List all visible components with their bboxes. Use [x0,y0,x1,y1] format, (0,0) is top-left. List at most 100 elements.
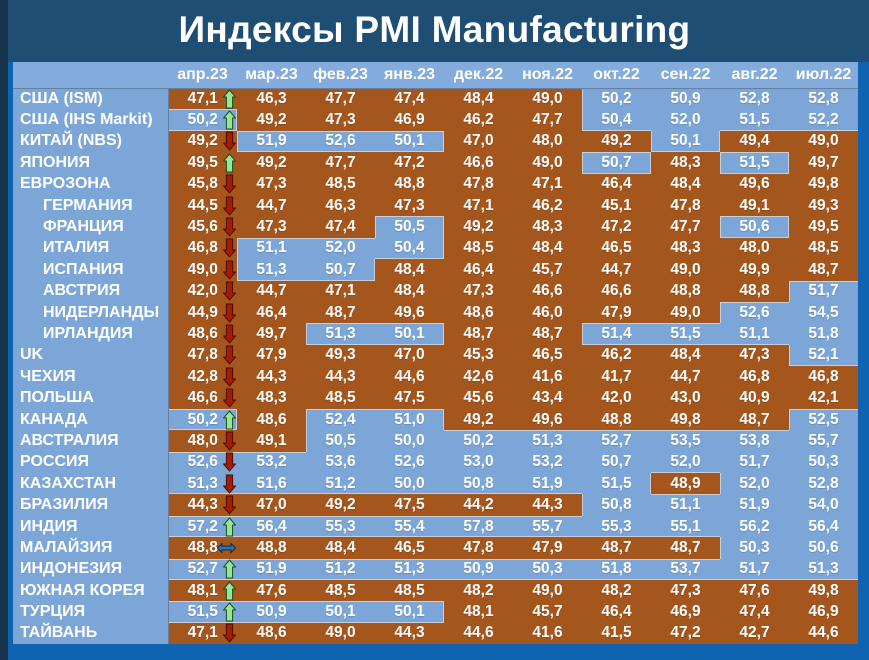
pmi-value: 56,4 [808,517,839,535]
table-row: ИНДОНЕЗИЯ 52,7 51,9 51,2 51,3 50,9 50,3 51,8 53,… [13,558,858,580]
pmi-value: 41,5 [601,624,632,642]
pmi-value-cell: 43,0 [651,387,720,409]
pmi-value-cell: 47,7 [651,216,720,238]
pmi-value-cell: 47,1 [513,173,582,195]
pmi-value: 48,0 [739,239,770,257]
pmi-value-cell: 46,4 [444,259,513,281]
pmi-value: 50,8 [601,496,632,514]
pmi-value: 47,3 [463,282,494,300]
pmi-value-cell: 51,5 [720,152,789,174]
pmi-value: 49,5 [187,153,218,171]
pmi-value: 47,1 [187,624,218,642]
pmi-value-cell: 52,8 [789,473,858,495]
pmi-value-cell: 52,6 [306,130,375,153]
pmi-value-cell: 49,7 [789,152,858,174]
pmi-value: 57,2 [187,517,218,535]
pmi-value-cell: 50,9 [237,601,306,623]
pmi-value: 48,5 [325,389,356,407]
pmi-value: 48,0 [532,132,563,150]
pmi-value-cell: 46,6 [513,280,582,302]
pmi-value: 47,8 [670,196,701,214]
pmi-value-cell: 47,0 [237,494,306,516]
pmi-value-cell: 45,7 [513,259,582,281]
pmi-value: 51,3 [394,560,425,578]
pmi-value-cell: 52,2 [789,109,858,131]
pmi-value-cell: 46,9 [375,109,444,131]
pmi-value-cell: 52,5 [789,408,858,431]
pmi-value-cell: 46,8 [168,237,237,260]
pmi-value-cell: 48,4 [513,237,582,260]
pmi-value: 52,0 [670,111,701,129]
pmi-value: 56,2 [739,517,770,535]
pmi-value-cell: 54,0 [789,494,858,516]
down-arrow-icon [223,388,236,408]
up-arrow-icon [223,581,236,601]
pmi-value: 50,5 [325,431,356,449]
pmi-value: 46,4 [601,175,632,193]
pmi-value: 51,5 [187,603,218,621]
pmi-value-cell: 48,2 [444,579,513,602]
pmi-value-cell: 51,2 [306,558,375,580]
pmi-value: 48,8 [394,175,425,193]
pmi-value-cell: 51,7 [720,558,789,580]
pmi-value-cell: 52,6 [720,301,789,324]
pmi-value-cell: 56,4 [237,515,306,538]
pmi-value: 50,1 [670,132,701,150]
pmi-value-cell: 51,9 [237,130,306,153]
pmi-value: 52,0 [325,239,356,257]
pmi-value: 53,2 [532,453,563,471]
pmi-value: 49,1 [739,196,770,214]
pmi-value: 51,9 [532,474,563,492]
pmi-value: 50,0 [394,431,425,449]
pmi-value: 48,5 [325,581,356,599]
pmi-value: 47,7 [325,89,356,107]
pmi-value-cell: 48,6 [237,622,306,645]
country-name: ГЕРМАНИЯ [13,194,169,217]
table-row: ТАЙВАНЬ 47,1 48,6 49,0 44,3 44,6 41,6 41,5 47,2 4… [13,622,858,645]
pmi-value-cell: 47,8 [444,173,513,195]
month-column-header: апр.23 [168,62,237,89]
pmi-value: 48,9 [670,474,701,492]
country-name: КАНАДА [13,408,169,431]
pmi-value-cell: 55,3 [582,515,651,538]
pmi-value: 46,3 [325,196,356,214]
pmi-value-cell: 50,1 [375,130,444,153]
down-arrow-icon [223,367,236,387]
pmi-value-cell: 44,2 [444,494,513,516]
pmi-value: 48,2 [463,581,494,599]
table-row: ЕВРОЗОНА 45,8 47,3 48,5 48,8 47,8 47,1 46,4 48,4… [13,173,858,195]
pmi-value-cell: 44,7 [582,259,651,281]
pmi-value-cell: 51,1 [651,494,720,516]
pmi-value: 52,4 [325,410,356,428]
pmi-value-cell: 56,4 [789,515,858,538]
down-arrow-icon [223,131,236,151]
pmi-value-cell: 55,4 [375,515,444,538]
down-arrow-icon [223,260,236,280]
pmi-value-cell: 49,0 [168,259,237,281]
pmi-value-cell: 47,1 [306,280,375,302]
pmi-value: 51,8 [808,324,839,342]
pmi-value: 47,4 [394,89,425,107]
table-row: КАНАДА 50,2 48,6 52,4 51,0 49,2 49,6 48,8 49,8 48… [13,408,858,431]
pmi-value-cell: 47,1 [168,622,237,645]
country-name: ЮЖНАЯ КОРЕЯ [13,579,169,602]
pmi-value: 48,7 [463,324,494,342]
pmi-value-cell: 51,2 [306,473,375,495]
pmi-value: 51,3 [808,560,839,578]
pmi-value: 44,2 [463,496,494,514]
country-name: ПОЛЬША [13,387,169,409]
pmi-value-cell: 50,8 [444,473,513,495]
month-column-header: авг.22 [720,62,789,89]
month-column-header: ноя.22 [513,62,582,89]
pmi-value-cell: 49,0 [651,301,720,324]
pmi-value: 42,0 [187,282,218,300]
pmi-value-cell: 51,9 [513,473,582,495]
pmi-value-cell: 46,8 [720,366,789,388]
pmi-value: 53,0 [463,453,494,471]
country-name: АВСТРИЯ [13,280,169,302]
pmi-value-cell: 55,3 [306,515,375,538]
pmi-value-cell: 53,2 [237,451,306,474]
pmi-value: 52,6 [394,453,425,471]
pmi-value-cell: 48,2 [582,579,651,602]
pmi-value: 42,1 [808,389,839,407]
